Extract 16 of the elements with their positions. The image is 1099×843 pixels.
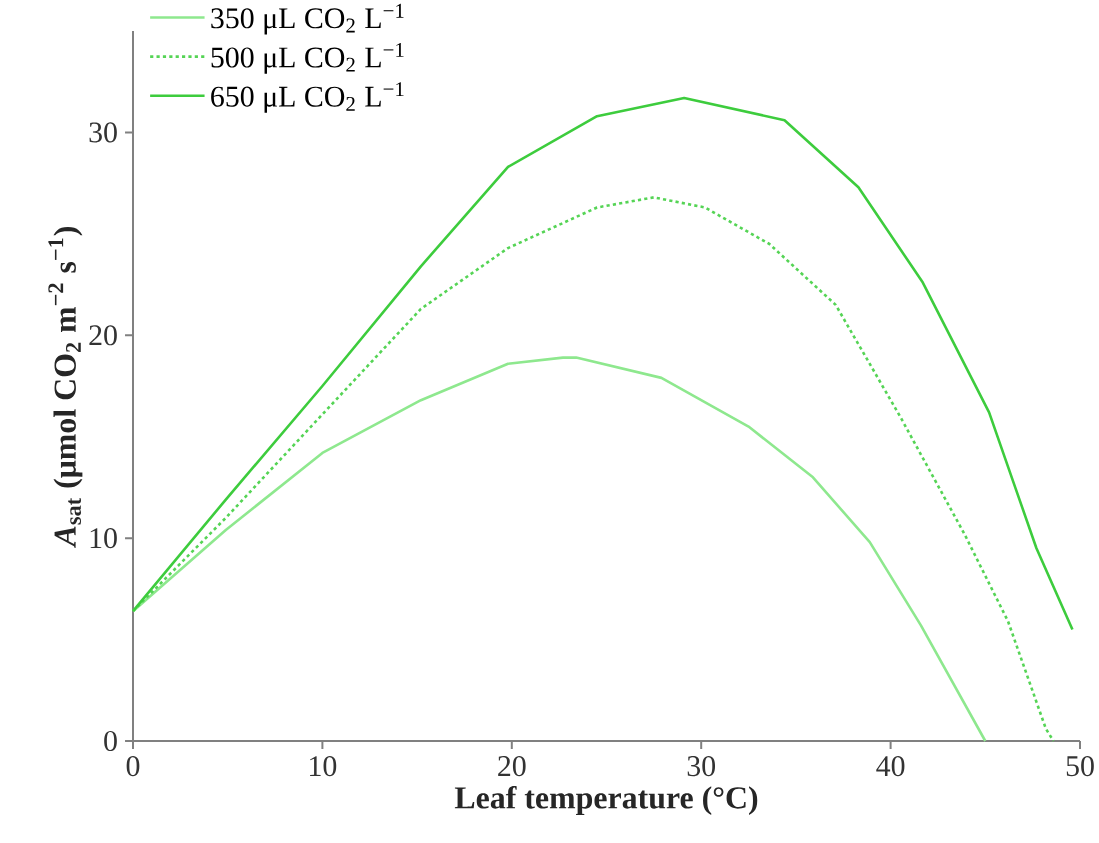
x-tick-label: 40 (876, 756, 905, 777)
x-tick-label: 0 (126, 756, 140, 777)
line-series (131, 356, 987, 743)
x-tick-label: 20 (498, 756, 526, 777)
y-tick-label: 0 (104, 730, 117, 752)
y-tick-label: 10 (90, 528, 117, 549)
y-tick-label: 30 (89, 122, 117, 143)
x-tick-label: 50 (1066, 756, 1094, 777)
x-axis-title: Leaf temperature (°C) (454, 785, 758, 816)
x-tick-label: 30 (687, 756, 716, 777)
legend-label: 500 μL CO$_{2}$ L$^{−1}$ (211, 43, 404, 74)
legend-label: 350 μL CO$_{2}$ L$^{−1}$ (211, 3, 404, 35)
y-tick-label: 20 (89, 325, 117, 346)
legend-label: 650 μL CO$_{2}$ L$^{−1}$ (211, 82, 404, 113)
x-tick-label: 10 (310, 756, 337, 777)
text: A$_{sat}$ (μmol CO$_{2}$ m$^{−2}$ s$^{−1}$) (48, 227, 83, 549)
